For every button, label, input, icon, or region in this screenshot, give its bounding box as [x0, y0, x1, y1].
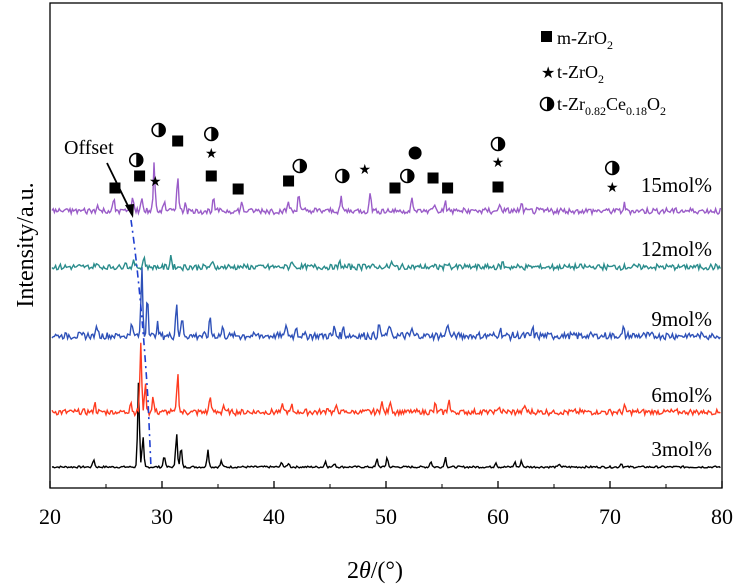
series-line-12molpct [52, 255, 720, 270]
t-zro2-marker: ★ [205, 147, 218, 162]
m-zro2-marker [134, 171, 145, 182]
full-circle-marker [409, 147, 422, 160]
m-zro2-marker [206, 171, 217, 182]
legend: m-ZrO2 ★ t-ZrO2 t-Zr0.82Ce0.18O2 [541, 28, 666, 118]
x-tick-label-70: 70 [599, 504, 621, 529]
m-zro2-marker [389, 183, 400, 194]
phase-markers: ★ ★ ★ ★ ★ [109, 124, 618, 197]
series-line-6molpct [52, 343, 720, 416]
m-zro2-marker [283, 176, 294, 187]
legend-label-m-zro2: m-ZrO2 [557, 28, 613, 52]
y-axis-label: Intensity/a.u. [13, 182, 39, 307]
series-label-12molpct: 12mol% [641, 237, 712, 261]
series-label-9molpct: 9mol% [651, 307, 712, 331]
series-group: 3mol% 6mol% 9mol% 12mol% 15mol% [52, 162, 720, 468]
x-tick-label-60: 60 [487, 504, 509, 529]
t-zrceo2-marker [293, 160, 306, 173]
t-zrceo2-marker [336, 170, 349, 183]
x-axis-label: 2θ/(°) [347, 558, 403, 584]
m-zro2-marker [172, 136, 183, 147]
series-line-9molpct [52, 267, 720, 340]
series-label-6molpct: 6mol% [651, 383, 712, 407]
m-zro2-marker [493, 182, 504, 193]
series-label-15molpct: 15mol% [641, 173, 712, 197]
t-zrceo2-marker [130, 154, 143, 167]
x-tick-label-20: 20 [39, 504, 61, 529]
t-zrceo2-marker [492, 138, 505, 151]
x-tick-label-40: 40 [263, 504, 285, 529]
legend-label-t-zrceo2: t-Zr0.82Ce0.18O2 [557, 94, 666, 118]
x-tick-label-80: 80 [711, 504, 733, 529]
m-zro2-marker [428, 173, 439, 184]
t-zro2-marker: ★ [606, 181, 619, 196]
series-label-3molpct: 3mol% [651, 437, 712, 461]
series-line-3molpct [52, 383, 720, 468]
legend-square-icon [541, 31, 552, 42]
legend-label-t-zro2: t-ZrO2 [557, 62, 604, 86]
m-zro2-marker [233, 184, 244, 195]
t-zro2-marker: ★ [149, 175, 162, 190]
x-tick-label-50: 50 [375, 504, 397, 529]
t-zrceo2-marker [401, 170, 414, 183]
t-zrceo2-marker [606, 162, 619, 175]
t-zrceo2-marker [205, 128, 218, 141]
offset-annotation: Offset [64, 137, 114, 159]
legend-star-icon: ★ [541, 65, 555, 82]
t-zro2-marker: ★ [492, 156, 505, 171]
t-zro2-marker: ★ [358, 163, 371, 178]
legend-halfcircle-icon [541, 98, 554, 111]
t-zrceo2-marker [152, 124, 165, 137]
m-zro2-marker [442, 183, 453, 194]
x-tick-label-30: 30 [151, 504, 173, 529]
